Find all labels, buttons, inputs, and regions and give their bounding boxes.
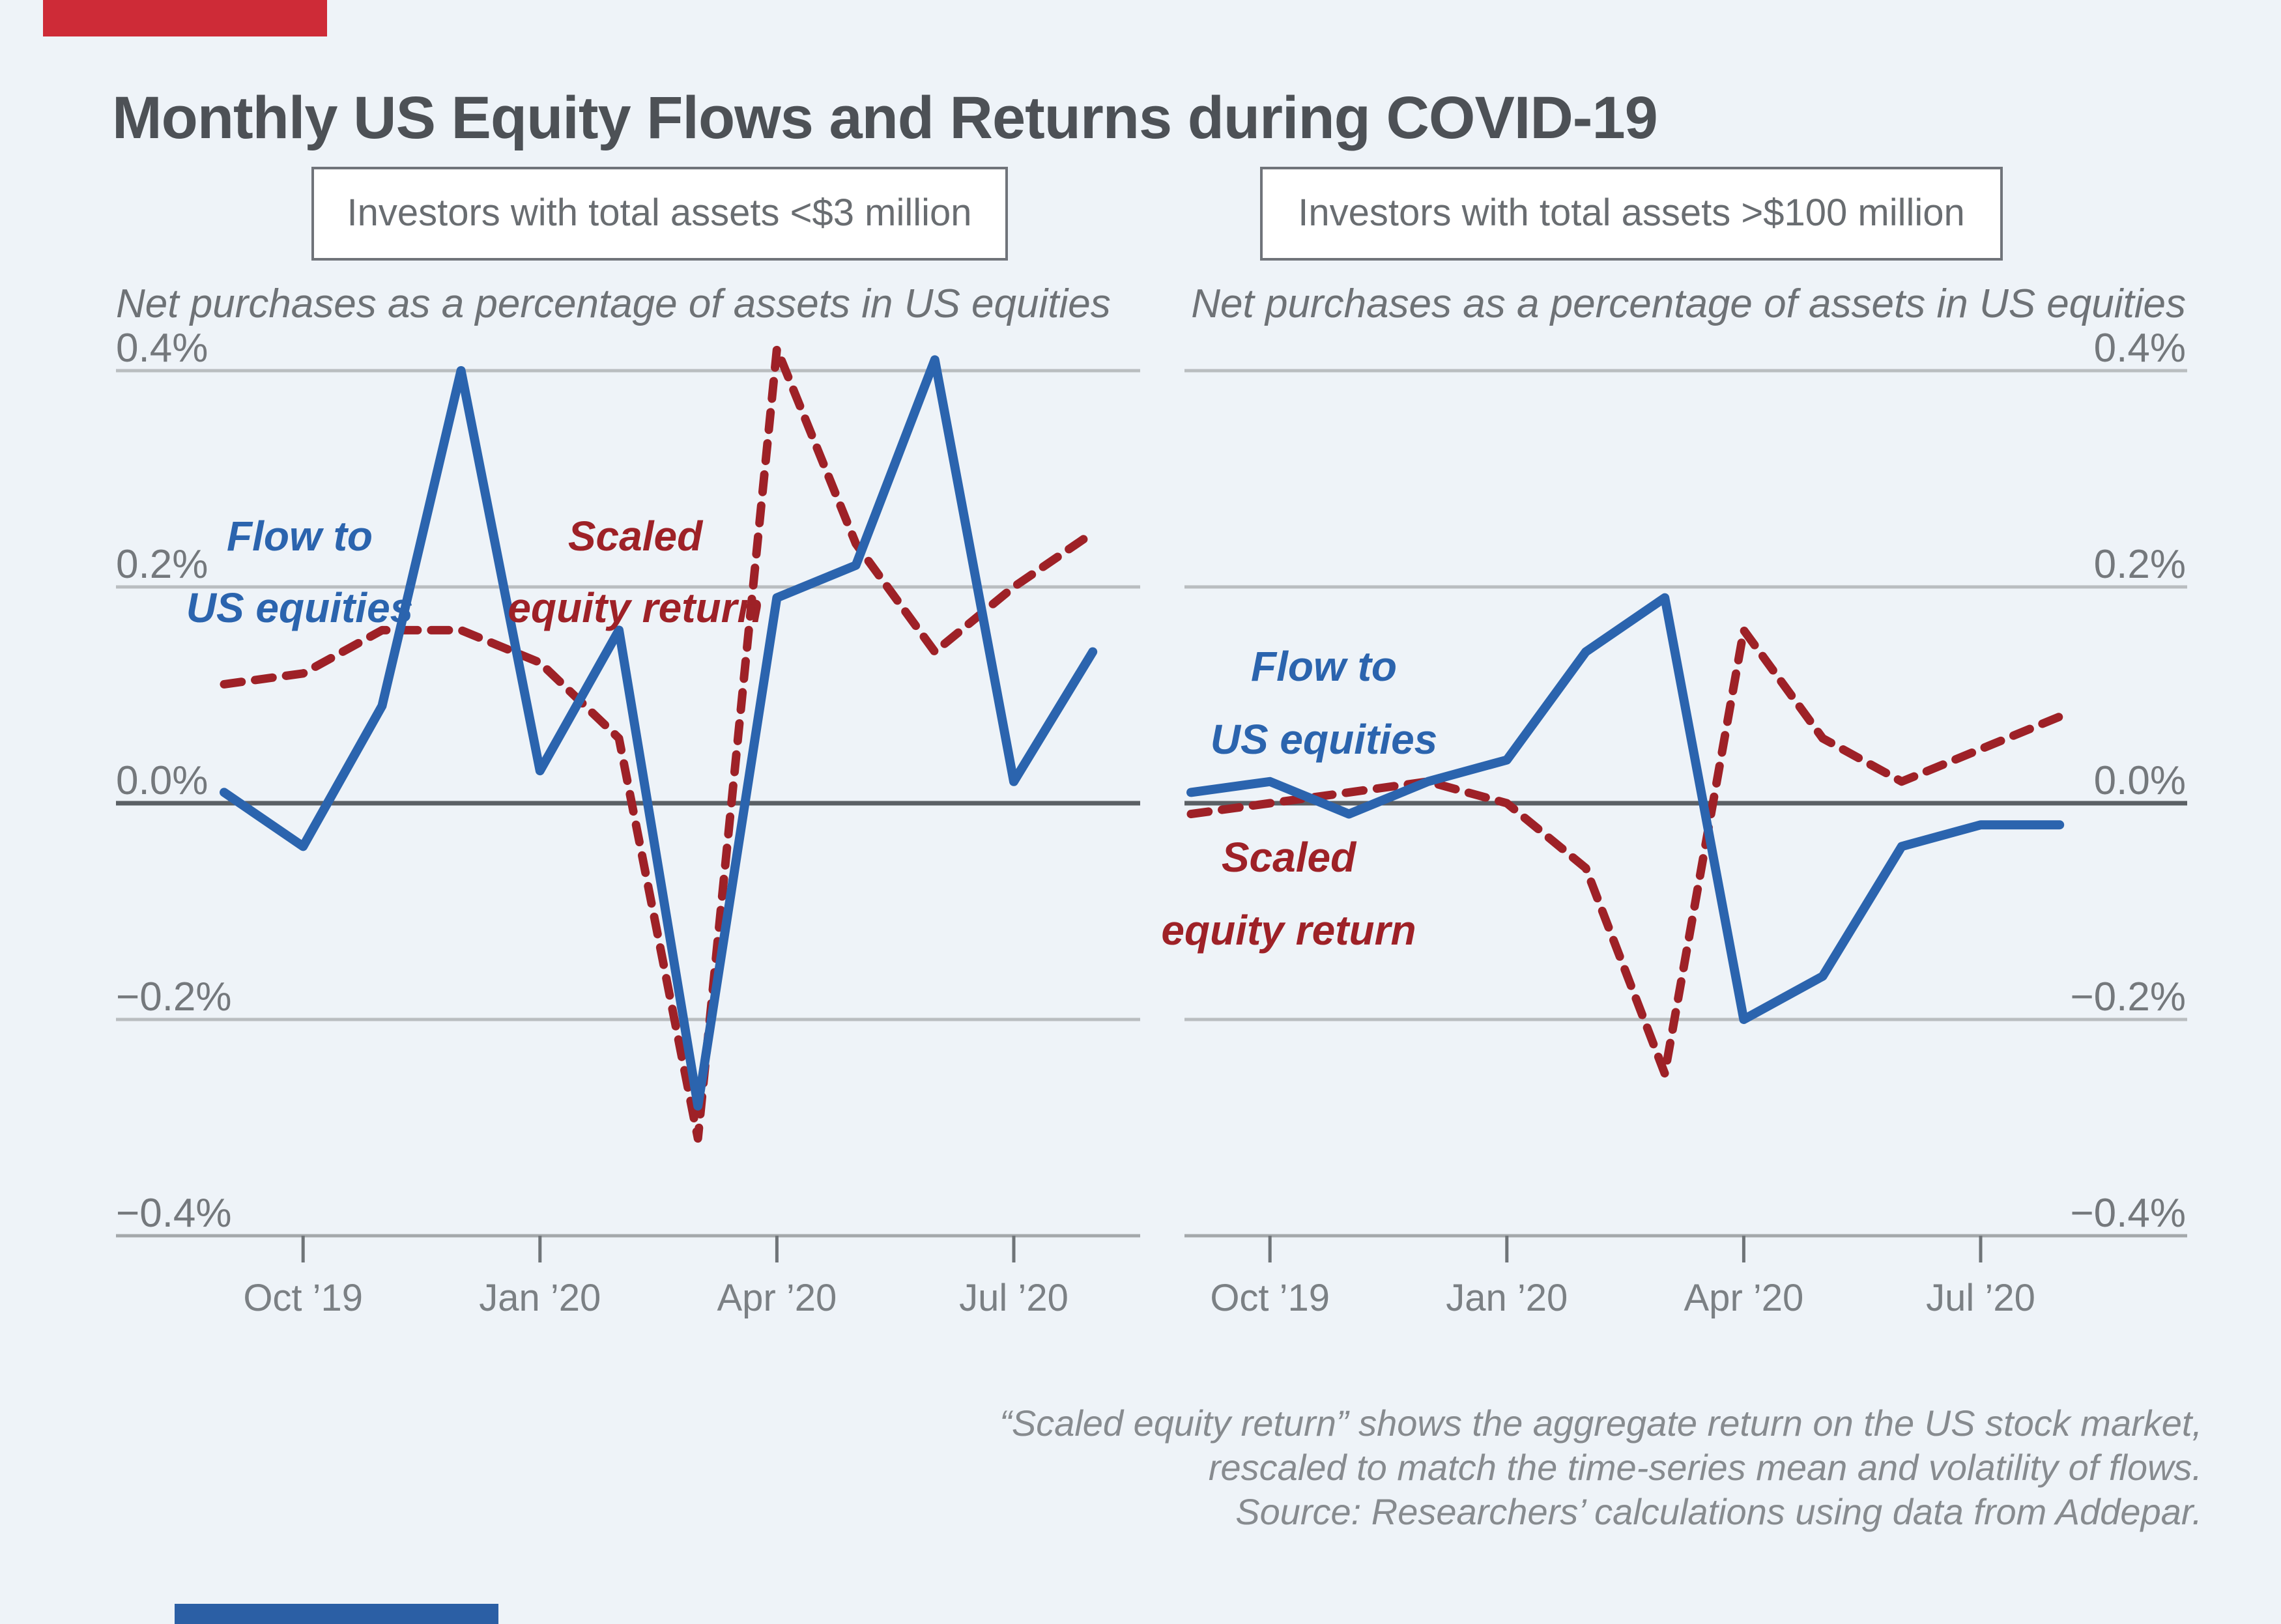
return-legend-label: Scaled	[1222, 834, 1357, 881]
x-tick-label: Apr ’20	[717, 1277, 837, 1319]
flow-to-us-equities-line	[1186, 593, 2065, 1024]
red-accent-bar	[43, 0, 327, 36]
flow-legend-label: Flow to	[227, 513, 373, 560]
x-tick-label: Jul ’20	[959, 1277, 1069, 1319]
panel-header-box	[311, 167, 1008, 261]
y-tick-label: −0.4%	[2070, 1191, 2186, 1236]
x-tick-label: Jan ’20	[1446, 1277, 1568, 1319]
y-tick-label: 0.4%	[116, 326, 208, 371]
panel-header-left: Investors with total assets <$3 million	[311, 167, 1008, 261]
y-tick-label: 0.0%	[116, 758, 208, 803]
y-tick-label: 0.2%	[2094, 542, 2186, 587]
chart-left-under-3m: Oct ’19 Jan ’20 Apr ’20 Jul ’20 0.4% 0.2% 0.0%…	[116, 281, 1140, 1319]
scaled-equity-return-line	[1186, 625, 2064, 1078]
axis-note: Net purchases as a percentage of assets …	[1191, 281, 2186, 326]
panel-header-right: Investors with total assets >$100 millio…	[1260, 167, 2003, 261]
x-tick-label: Apr ’20	[1684, 1277, 1804, 1319]
x-tick-label: Jul ’20	[1926, 1277, 2035, 1319]
return-legend-label: equity return	[1161, 907, 1416, 954]
flow-legend-label: Flow to	[1251, 643, 1397, 690]
flow-legend-label: US equities	[186, 584, 414, 631]
axis-note: Net purchases as a percentage of assets …	[116, 281, 1111, 326]
return-legend-label: Scaled	[568, 513, 704, 560]
y-tick-label: 0.0%	[2094, 758, 2186, 803]
page-title: Monthly US Equity Flows and Returns duri…	[112, 85, 1657, 151]
x-tick-label: Jan ’20	[479, 1277, 601, 1319]
chart-right-over-100m: Oct ’19 Jan ’20 Apr ’20 Jul ’20 0.4% 0.2% 0.0%…	[1161, 281, 2187, 1319]
panel-header-label: Investors with total assets <$3 million	[347, 192, 971, 234]
y-tick-label: −0.2%	[2070, 975, 2186, 1019]
blue-accent-bar	[175, 1604, 498, 1624]
flow-to-us-equities-line	[220, 355, 1098, 1111]
footnote-line: Source: Researchers’ calculations using …	[1235, 1491, 2202, 1532]
footnote-line: “Scaled equity return” shows the aggrega…	[999, 1403, 2202, 1444]
x-tick-label: Oct ’19	[243, 1277, 363, 1319]
panel-header-box	[1260, 167, 2003, 261]
return-legend-label: equity return	[508, 584, 762, 631]
x-tick-label: Oct ’19	[1210, 1277, 1330, 1319]
flow-legend-label: US equities	[1211, 716, 1438, 763]
footnote-line: rescaled to match the time-series mean a…	[1209, 1447, 2202, 1488]
y-tick-label: −0.4%	[116, 1191, 232, 1236]
panel-header-label: Investors with total assets >$100 millio…	[1298, 192, 1965, 234]
y-tick-label: 0.4%	[2094, 326, 2186, 371]
y-tick-label: −0.2%	[116, 975, 232, 1019]
footnote: “Scaled equity return” shows the aggrega…	[999, 1403, 2202, 1532]
scaled-equity-return-line	[220, 345, 1097, 1143]
y-tick-label: 0.2%	[116, 542, 208, 587]
